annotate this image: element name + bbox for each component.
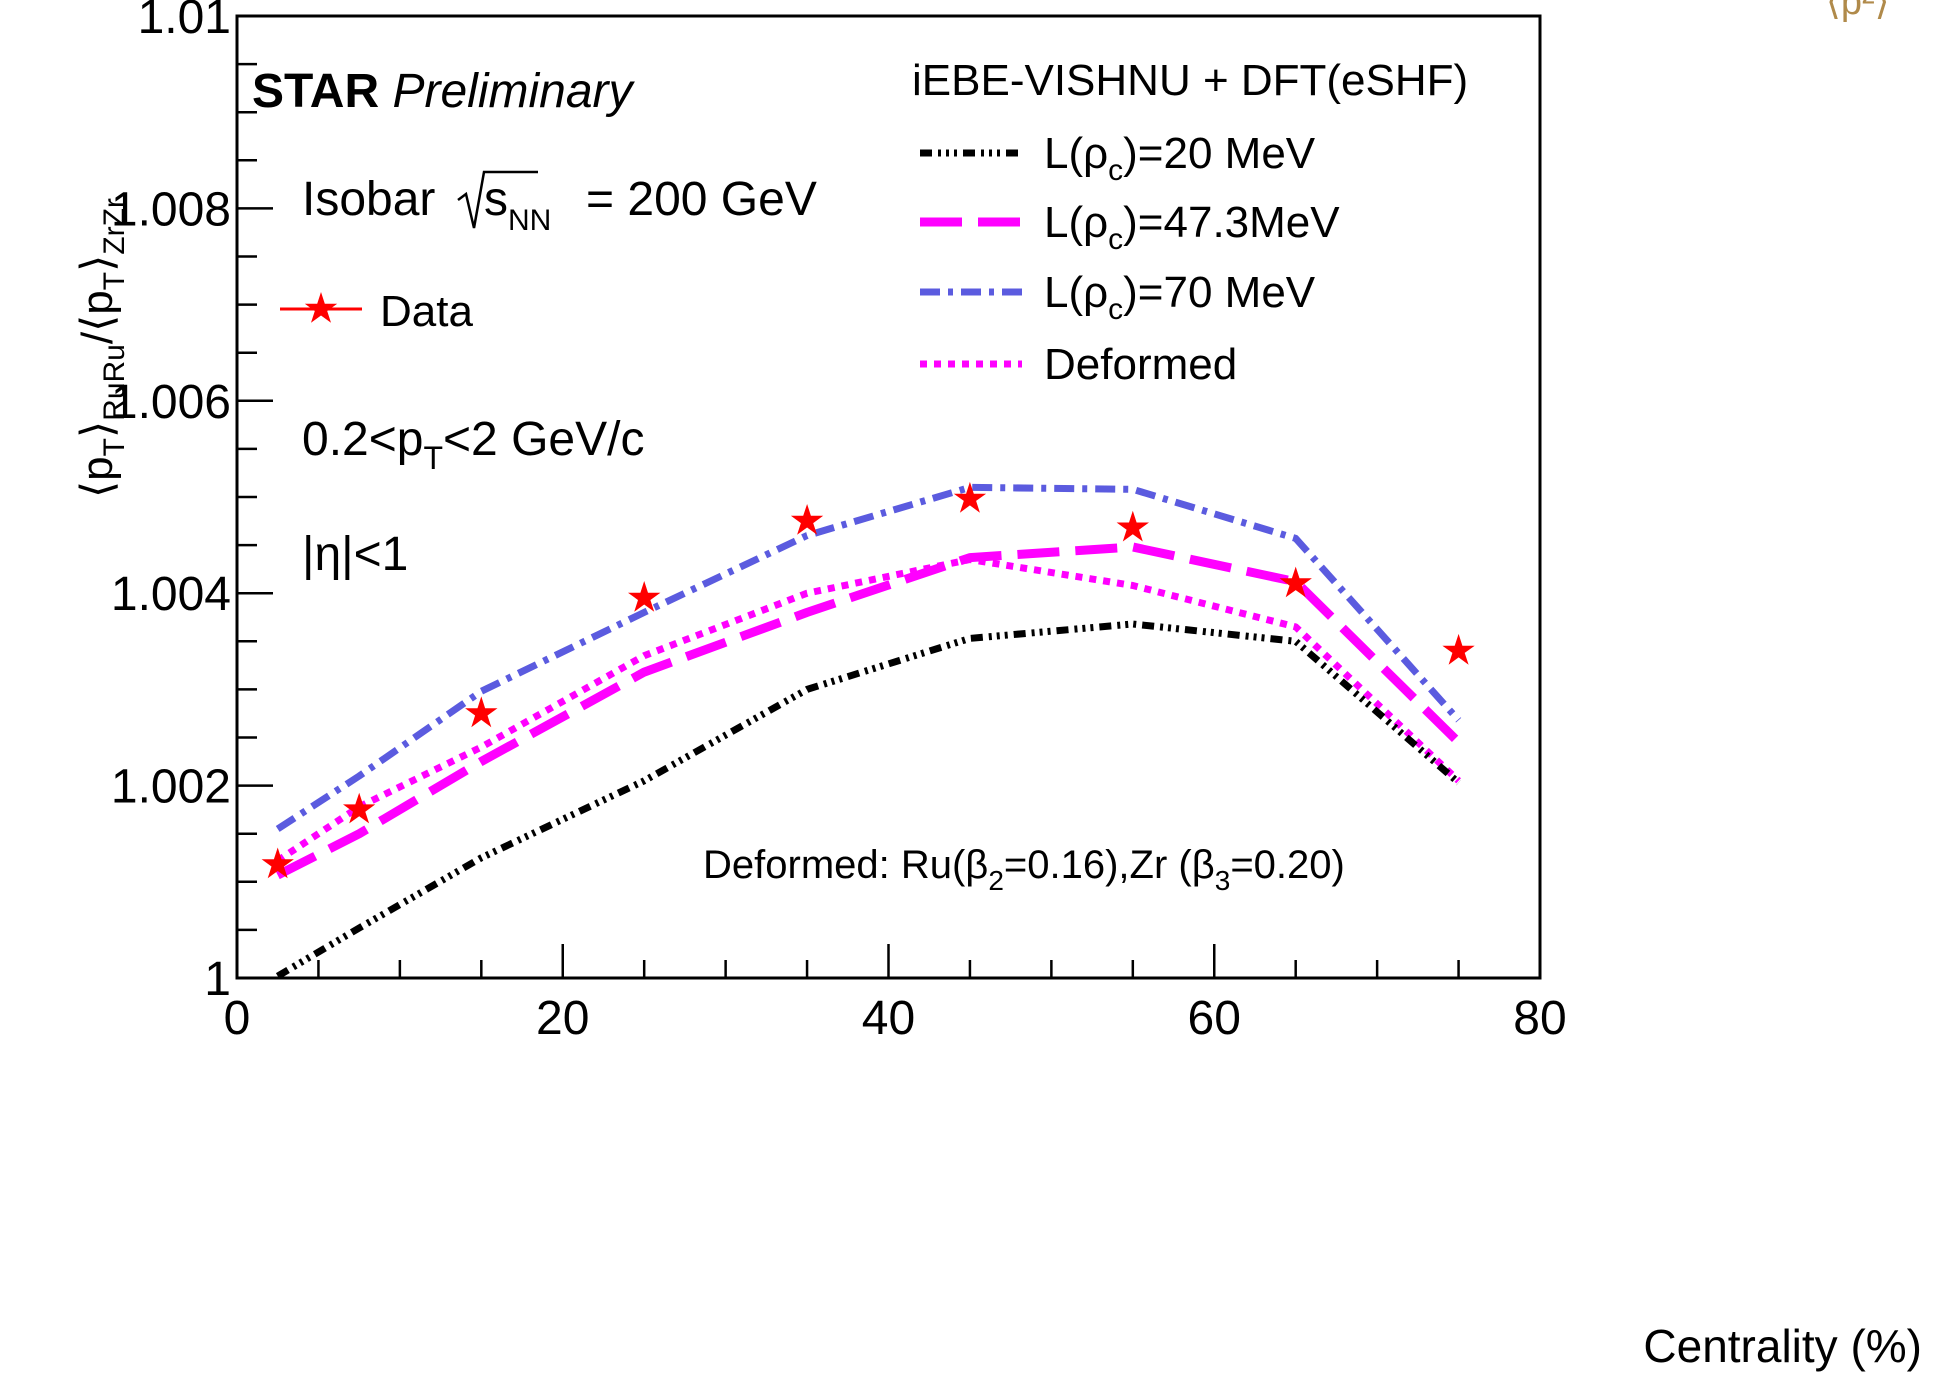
y-title-angle-open2: ⟨ <box>73 315 122 332</box>
leg2-main: L(ρ <box>1044 268 1108 317</box>
note-a: Deformed: Ru(β <box>703 843 988 887</box>
isobar-sub: NN <box>508 204 551 237</box>
y-tick-label: 1.006 <box>111 376 231 429</box>
data-point <box>953 481 987 513</box>
corner-fragment: ⟨p²⟩ <box>1826 0 1889 23</box>
data-point <box>465 696 498 728</box>
note-b: =0.16),Zr (β <box>1004 843 1215 887</box>
x-tick-label: 20 <box>536 992 589 1045</box>
y-tick-label: 1.01 <box>138 0 231 44</box>
sqrt-sign <box>457 170 538 229</box>
deformed-note: Deformed: Ru(β2=0.16),Zr (β3=0.20) <box>703 843 1345 896</box>
data-point <box>343 792 376 824</box>
leg1-sub: c <box>1108 223 1123 256</box>
series-line-0 <box>275 620 1461 980</box>
x-tick-label: 0 <box>224 992 251 1045</box>
pt-sub: T <box>423 440 443 476</box>
y-tick-label: 1.002 <box>111 761 231 814</box>
data-point <box>1279 566 1312 598</box>
y-axis-title: ⟨pT⟩RuRu/⟨pT⟩ZrZr <box>73 198 131 498</box>
leg1-tail: )=47.3MeV <box>1123 198 1340 247</box>
data-points <box>261 481 1475 879</box>
model-legend: L(ρc)=20 MeV L(ρc)=47.3MeV L(ρc)=70 MeV … <box>920 129 1340 389</box>
x-tick-label: 40 <box>862 992 915 1045</box>
isobar-label: Isobar s NN = 200 GeV <box>302 170 817 237</box>
y-title-sub2: ZrZr <box>98 198 131 255</box>
x-tick-label: 80 <box>1513 992 1566 1045</box>
legend-label-47mev: L(ρc)=47.3MeV <box>1044 198 1340 256</box>
eta-range: |η|<1 <box>302 528 408 581</box>
y-title-T1: T <box>98 438 131 456</box>
series-line-3 <box>275 556 1462 864</box>
axes: 0 20 40 60 80 1 1.002 1.004 1.006 1.008 1.01 <box>111 0 1567 1045</box>
data-point <box>1442 633 1475 665</box>
data-point <box>261 847 294 879</box>
leg0-main: L(ρ <box>1044 129 1108 178</box>
legend-label-deformed: Deformed <box>1044 340 1237 389</box>
y-title-angle-close1: ⟩ <box>73 421 122 438</box>
y-tick-label: 1 <box>204 953 231 1006</box>
leg2-sub: c <box>1108 293 1123 326</box>
pt-post: <2 GeV/c <box>443 413 644 466</box>
y-title-slash: / <box>73 331 122 344</box>
leg0-sub: c <box>1108 154 1123 187</box>
x-axis-title: Centrality (%) <box>1643 1320 1922 1372</box>
plot-frame <box>235 14 1542 980</box>
y-title-angle-close2: ⟩ <box>73 255 122 272</box>
x-tick-label: 60 <box>1188 992 1241 1045</box>
series-line-2 <box>275 483 1462 832</box>
data-point <box>790 504 824 535</box>
leg0-tail: )=20 MeV <box>1123 129 1316 178</box>
y-tick-label: 1.008 <box>111 183 231 236</box>
isobar-post: = 200 GeV <box>586 173 817 226</box>
data-point <box>628 581 661 612</box>
legend-label-20mev: L(ρc)=20 MeV <box>1044 129 1316 187</box>
leg1-main: L(ρ <box>1044 198 1108 247</box>
y-title-angle-open: ⟨ <box>73 481 122 498</box>
note-a-sub: 2 <box>988 865 1004 896</box>
legend-data-label: Data <box>380 287 473 336</box>
y-title-T2: T <box>98 272 131 290</box>
isobar-s: s <box>484 173 508 226</box>
star-bold: STAR <box>252 65 379 118</box>
series-line-1 <box>275 542 1462 880</box>
star-space <box>379 65 392 118</box>
legend-data-marker <box>304 292 338 323</box>
y-tick-label: 1.004 <box>111 568 231 621</box>
series-lines <box>275 483 1462 980</box>
y-title-sub1: RuRu <box>98 344 131 421</box>
note-c: =0.20) <box>1230 843 1345 887</box>
isobar-pre: Isobar <box>302 173 435 226</box>
pt-pre: 0.2<p <box>302 413 423 466</box>
model-header: iEBE-VISHNU + DFT(eSHF) <box>912 56 1468 105</box>
legend-label-70mev: L(ρc)=70 MeV <box>1044 268 1316 326</box>
pt-range: 0.2<pT<2 GeV/c <box>302 413 644 476</box>
legend-data: Data <box>280 287 473 336</box>
data-point <box>1116 510 1149 542</box>
star-italic: Preliminary <box>392 65 635 118</box>
note-b-sub: 3 <box>1215 865 1231 896</box>
y-title-p2: p <box>73 290 122 314</box>
y-title-p: p <box>73 456 122 480</box>
svg-text:⟨pT⟩RuRu/⟨pT⟩ZrZr: ⟨pT⟩RuRu/⟨pT⟩ZrZr <box>73 198 131 498</box>
star-preliminary: STAR Preliminary <box>252 65 636 118</box>
leg2-tail: )=70 MeV <box>1123 268 1316 317</box>
